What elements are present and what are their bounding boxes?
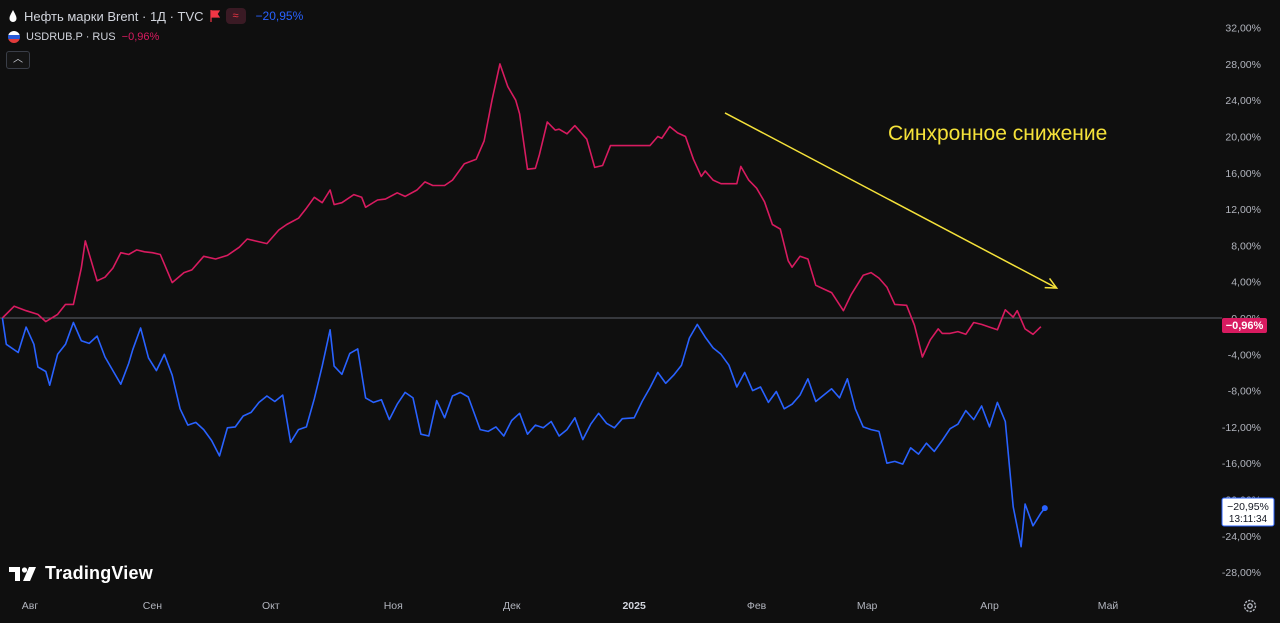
brent-legend-label: Нефть марки Brent · 1Д · TVC (24, 8, 204, 24)
tradingview-logo-icon (9, 566, 36, 581)
x-tick-label: Апр (980, 600, 999, 612)
brent-price-value: −20,95% (1227, 501, 1269, 513)
y-tick-label: -4,00% (1228, 349, 1261, 361)
usdrub-legend-change: −0,96% (121, 31, 160, 43)
russia-flag-icon (8, 31, 20, 43)
y-tick-label: 12,00% (1225, 204, 1261, 216)
y-tick-label: -12,00% (1222, 422, 1261, 434)
gear-icon[interactable] (1243, 599, 1257, 613)
y-tick-label: 16,00% (1225, 168, 1261, 180)
x-tick-label: Авг (22, 600, 39, 612)
y-tick-label: 28,00% (1225, 59, 1261, 71)
y-tick-label: -16,00% (1222, 458, 1261, 470)
brent-last-point (1041, 505, 1048, 512)
brent-price-time: 13:11:34 (1229, 514, 1268, 525)
tradingview-logo[interactable]: TradingView (9, 563, 153, 584)
oil-drop-icon (9, 10, 17, 22)
y-axis[interactable]: 32,00% 28,00% 24,00% 20,00% 16,00% 12,00% 8,00… (1222, 23, 1261, 580)
annotation-layer: Синхронное снижение (724, 112, 1107, 289)
x-tick-label: Фев (747, 600, 767, 612)
usdrub-price-label-bg (1222, 318, 1267, 333)
x-tick-label: Сен (143, 600, 162, 612)
usdrub-price-value: −0,96% (1226, 320, 1264, 332)
brent-legend-change: −20,95% (255, 9, 304, 23)
usdrub-legend-label: USDRUB.P · RUS (26, 31, 116, 43)
y-tick-label: -28,00% (1222, 567, 1261, 579)
usdrub-price-label: −0,96% (1222, 318, 1267, 333)
wave-badge-icon[interactable]: ≈ (225, 8, 246, 24)
annotation-text: Синхронное снижение (888, 122, 1107, 145)
y-tick-label: 20,00% (1225, 132, 1261, 144)
x-axis[interactable]: Авг Сен Окт Ноя Дек 2025 Фев Мар Апр Май (22, 600, 1119, 612)
flag-icon[interactable] (209, 10, 220, 22)
x-tick-label: 2025 (622, 600, 646, 612)
y-tick-label: -8,00% (1228, 386, 1261, 398)
x-tick-label: Дек (503, 600, 521, 612)
trend-arrow-line (724, 112, 1058, 289)
usdrub-series-line (1, 63, 1042, 358)
brent-legend[interactable]: Нефть марки Brent · 1Д · TVC ≈ −20,95% (8, 8, 303, 24)
trend-arrow-head (1044, 277, 1059, 289)
tradingview-logo-text: TradingView (45, 563, 153, 583)
collapse-legend-button[interactable]: ︿ (6, 51, 30, 69)
x-tick-label: Май (1098, 600, 1119, 612)
y-tick-label: 24,00% (1225, 95, 1261, 107)
series-layer (1, 63, 1048, 548)
x-tick-label: Ноя (384, 600, 403, 612)
y-tick-label: -24,00% (1222, 531, 1261, 543)
y-tick-label: 4,00% (1231, 277, 1261, 289)
y-tick-label: 8,00% (1231, 240, 1261, 252)
brent-series-line (1, 317, 1046, 548)
y-tick-label: 32,00% (1225, 23, 1261, 35)
brent-price-label-bg (1221, 497, 1275, 527)
x-tick-label: Окт (262, 600, 280, 612)
x-tick-label: Мар (857, 600, 878, 612)
brent-price-label: −20,95% 13:11:34 (1221, 497, 1275, 527)
usdrub-legend[interactable]: USDRUB.P · RUS −0,96% (8, 31, 159, 43)
